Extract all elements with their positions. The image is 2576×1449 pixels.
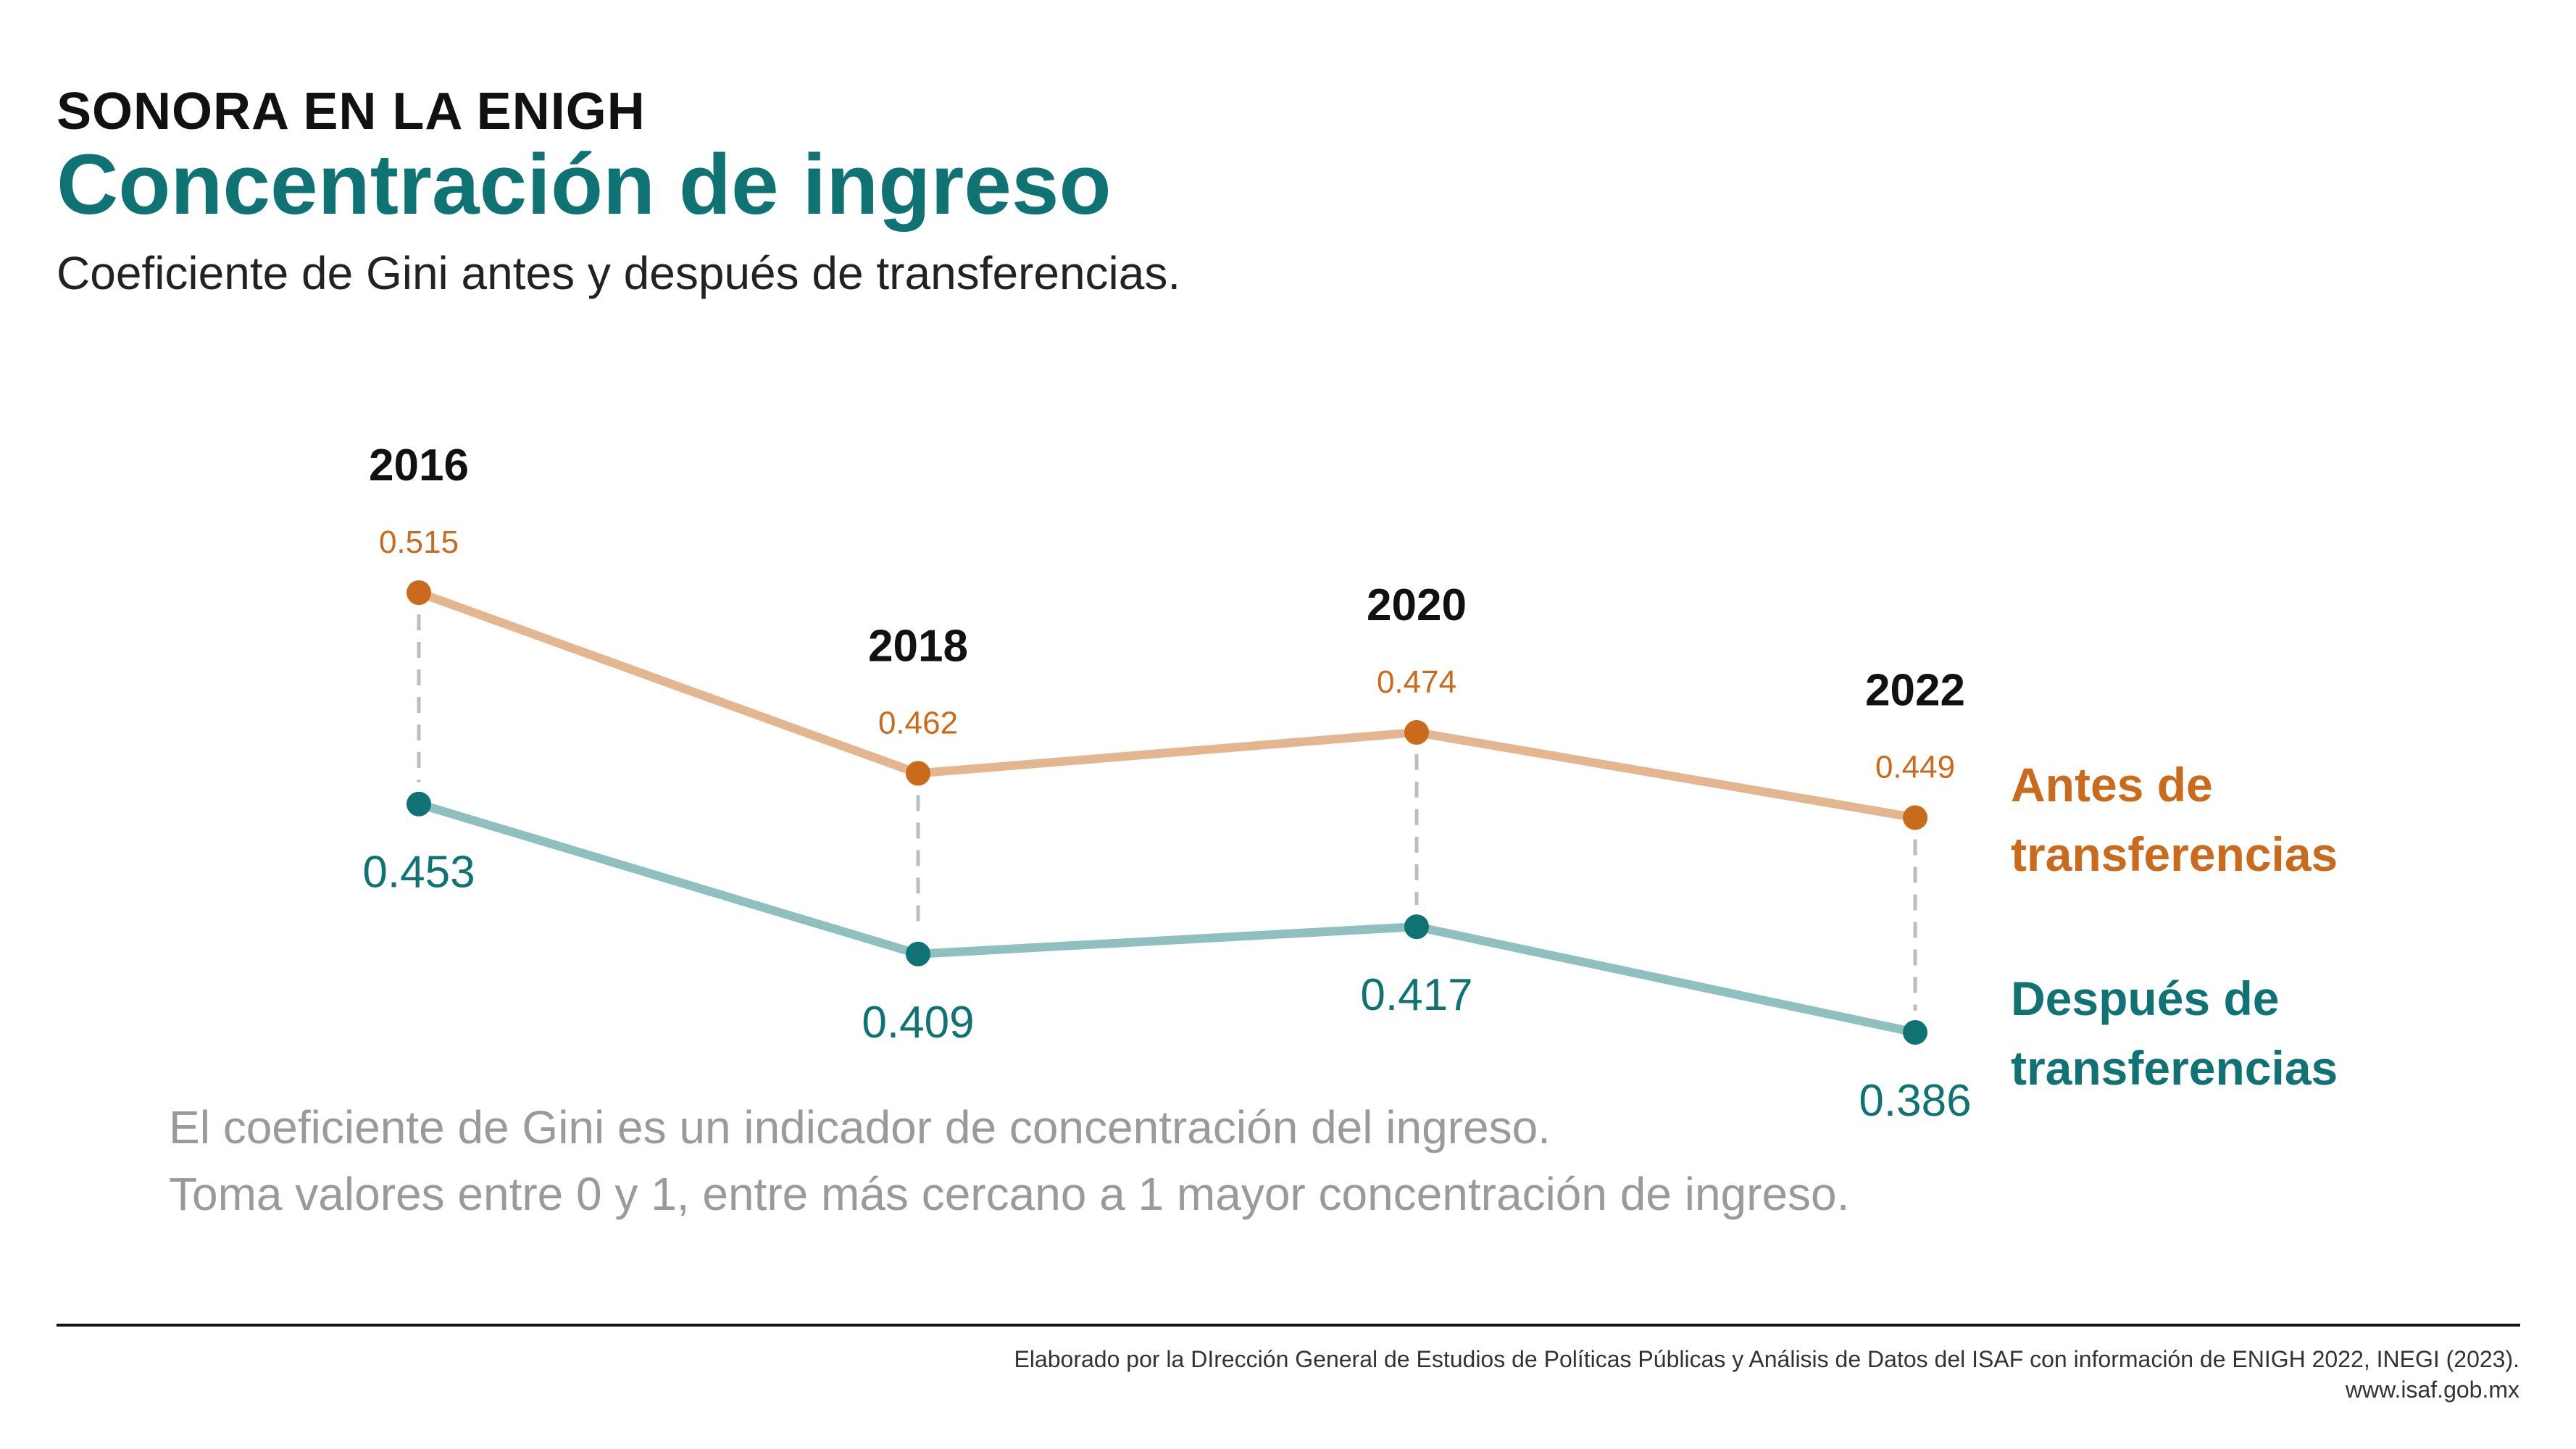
series-lines-group <box>414 588 1920 1037</box>
value-label-before-2022: 0.449 <box>1875 750 1955 785</box>
header-kicker: SONORA EN LA ENIGH <box>57 83 646 141</box>
year-label-2022: 2022 <box>1865 666 1965 716</box>
page-title: Concentración de ingreso <box>57 137 1112 233</box>
note-line-1: El coeficiente de Gini es un indicador d… <box>169 1101 1551 1153</box>
series-line-before <box>414 588 1920 822</box>
value-label-after-2016: 0.453 <box>362 848 475 898</box>
point-before-2016 <box>407 580 431 605</box>
value-label-before-2016: 0.515 <box>379 525 459 560</box>
footer-credit: Elaborado por la DIrección General de Es… <box>1014 1344 2520 1405</box>
point-after-2020 <box>1404 914 1429 940</box>
legend-before: Antes de transferencias <box>2011 758 2338 881</box>
page-subtitle: Coeficiente de Gini antes y después de t… <box>57 247 1181 299</box>
connectors-group <box>417 614 1917 1011</box>
footer-divider <box>57 1324 2520 1327</box>
point-before-2018 <box>906 761 930 786</box>
note-line-2: Toma valores entre 0 y 1, entre más cerc… <box>169 1168 1850 1220</box>
year-label-2020: 2020 <box>1367 580 1467 630</box>
credit-text: Elaborado por la DIrección General de Es… <box>1014 1346 2520 1372</box>
year-label-2018: 2018 <box>868 621 968 671</box>
labels-group: 2016 0.515 0.453 2018 0.462 0.409 2020 0.474 0.4… <box>362 440 1971 1126</box>
point-before-2020 <box>1404 719 1429 745</box>
points-group <box>407 580 1927 1045</box>
value-label-after-2018: 0.409 <box>862 998 974 1048</box>
gini-line-chart: 2016 0.515 0.453 2018 0.462 0.409 2020 0.474 0.4… <box>362 440 1971 1126</box>
legend-after: Después de transferencias <box>2011 972 2338 1095</box>
point-before-2022 <box>1903 805 1927 830</box>
explanatory-note: El coeficiente de Gini es un indicador d… <box>169 1094 1922 1227</box>
value-label-before-2018: 0.462 <box>878 705 958 740</box>
year-label-2016: 2016 <box>369 440 469 490</box>
series-line-after <box>414 799 1920 1037</box>
point-after-2016 <box>407 791 431 817</box>
value-label-before-2020: 0.474 <box>1377 664 1456 700</box>
site-url[interactable]: www.isaf.gob.mx <box>2345 1377 2519 1403</box>
point-after-2022 <box>1903 1020 1927 1045</box>
point-after-2018 <box>906 941 930 966</box>
value-label-after-2020: 0.417 <box>1360 970 1472 1020</box>
value-label-after-2022: 0.386 <box>1859 1076 1971 1126</box>
